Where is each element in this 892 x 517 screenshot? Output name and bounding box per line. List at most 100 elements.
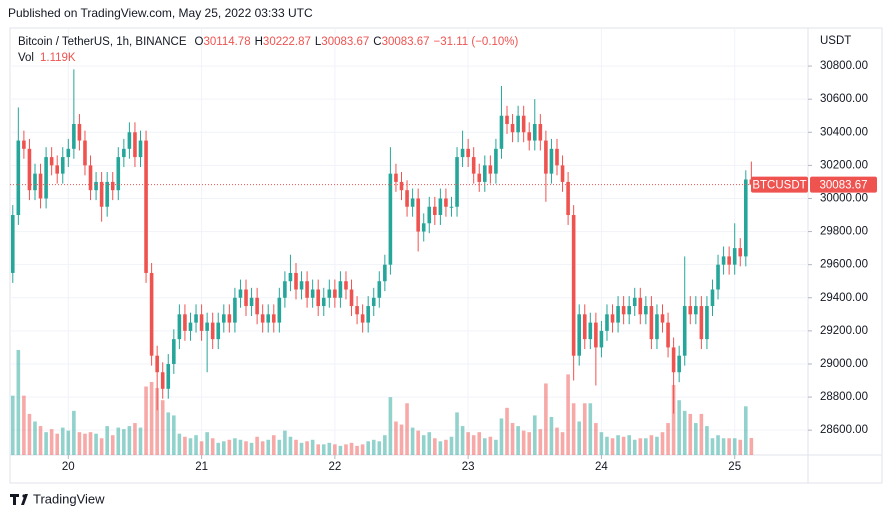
candle-body	[277, 297, 282, 323]
candle-body	[355, 306, 359, 315]
candle-body	[238, 289, 243, 298]
candle-body	[677, 355, 681, 373]
candle-body	[349, 289, 354, 307]
candle-body	[716, 264, 720, 290]
volume-bar	[271, 435, 276, 455]
candle-body	[338, 281, 343, 298]
volume-bar	[122, 429, 126, 455]
candle-body	[549, 148, 554, 174]
candle-body	[488, 165, 493, 174]
volume-bar	[66, 430, 71, 455]
volume-bar	[155, 388, 159, 455]
volume-bar	[260, 441, 265, 455]
candle-body	[433, 206, 437, 216]
y-tick-label: 30600.00	[820, 93, 868, 105]
candle-body	[410, 198, 415, 207]
candle-body	[199, 314, 204, 331]
volume-bar	[460, 426, 465, 455]
volume-bar	[366, 441, 370, 455]
candle-body	[333, 289, 337, 298]
volume-bar	[299, 442, 304, 455]
volume-bar	[83, 433, 87, 455]
candle-body	[83, 140, 87, 166]
candle-body	[388, 173, 393, 265]
volume-bar	[449, 436, 454, 455]
x-tick-label: 25	[728, 461, 741, 473]
volume-legend: Vol 1.119K	[18, 52, 76, 64]
candle-body	[122, 148, 126, 158]
candle-body	[310, 289, 315, 298]
volume-bar	[599, 432, 604, 455]
symbol-tag	[751, 176, 808, 193]
volume-bar	[621, 436, 626, 455]
legend-c-value: 30083.67	[382, 36, 430, 48]
volume-bar	[682, 410, 687, 455]
candle-body	[194, 314, 198, 323]
y-tick-label: 28800.00	[820, 391, 868, 403]
candle-body	[99, 181, 104, 207]
candle-body	[38, 173, 43, 199]
x-tick-label: 21	[195, 461, 208, 473]
volume-bar	[649, 435, 654, 455]
volume-bar	[94, 433, 98, 455]
y-tick-label: 29600.00	[820, 259, 868, 271]
candle-body	[671, 347, 676, 373]
volume-bar	[438, 441, 443, 455]
candle-body	[127, 132, 132, 149]
candle-body	[566, 181, 570, 216]
volume-bar	[371, 439, 376, 455]
y-tick-label: 30800.00	[820, 60, 868, 72]
candle-body	[299, 281, 304, 290]
volume-bar	[77, 432, 82, 455]
candle-body	[705, 306, 709, 340]
volume-bar	[349, 442, 354, 455]
logo-dot	[22, 494, 26, 498]
candle-body	[405, 190, 409, 207]
volume-bar	[427, 432, 432, 455]
candle-body	[582, 314, 587, 340]
candle-body	[483, 165, 487, 182]
volume-bar	[616, 435, 620, 455]
x-tick-label: 24	[595, 461, 608, 473]
legend-l-value: 30083.67	[321, 36, 369, 48]
volume-bar	[660, 432, 665, 455]
volume-bar	[238, 439, 243, 455]
candle-body	[255, 297, 259, 315]
volume-bar	[566, 374, 570, 455]
candle-body	[305, 281, 309, 298]
candle-body	[294, 272, 298, 290]
volume-bar	[316, 444, 321, 455]
volume-bar	[494, 439, 498, 455]
y-tick-label: 29200.00	[820, 325, 868, 337]
candle-body	[227, 314, 232, 323]
candle-body	[283, 281, 287, 298]
footer-brand: TradingView	[33, 491, 105, 506]
volume-bar	[355, 445, 359, 455]
y-tick-label: 30000.00	[820, 193, 868, 205]
volume-bar	[699, 413, 704, 455]
volume-bar	[360, 444, 365, 455]
volume-bar	[16, 350, 21, 455]
volume-bar	[55, 433, 60, 455]
candle-body	[399, 181, 404, 191]
volume-bar	[116, 427, 121, 455]
volume-bar	[188, 438, 193, 455]
logo-icon	[10, 494, 28, 505]
volume-bar	[377, 441, 382, 455]
volume-bar	[749, 437, 754, 455]
candle-body	[22, 140, 26, 149]
candle-body	[205, 322, 209, 331]
candle-body	[699, 306, 704, 340]
candle-body	[610, 314, 615, 323]
candle-body	[477, 173, 482, 182]
candle-body	[644, 306, 648, 315]
candle-body	[77, 123, 82, 141]
candle-body	[266, 314, 271, 323]
y-tick-label: 29000.00	[820, 358, 868, 370]
candle-body	[605, 314, 609, 331]
volume-bar	[44, 432, 48, 455]
volume-bar	[527, 432, 532, 455]
candle-body	[221, 314, 226, 323]
volume-bar	[144, 386, 148, 455]
x-tick-label: 23	[462, 461, 475, 473]
